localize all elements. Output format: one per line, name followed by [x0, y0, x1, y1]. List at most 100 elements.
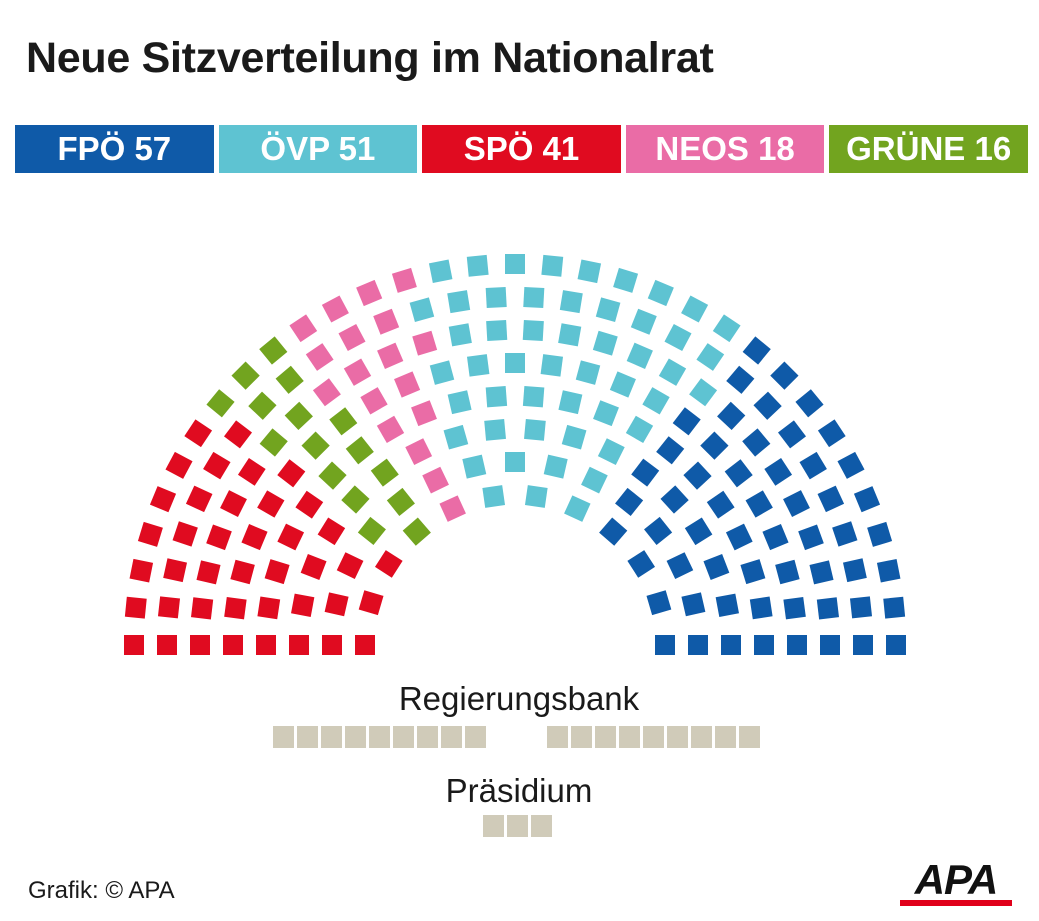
seat-spoe	[374, 550, 403, 578]
seat-fpoe	[787, 635, 807, 655]
seat-gruene	[231, 361, 260, 390]
seat-oevp	[689, 378, 718, 407]
seat-oevp	[522, 319, 544, 342]
seat-fpoe	[627, 550, 656, 578]
seat-oevp	[466, 254, 489, 277]
seat-oevp	[409, 297, 435, 323]
seat-fpoe	[615, 487, 644, 516]
seat-fpoe	[706, 490, 735, 519]
seat-spoe	[317, 517, 346, 546]
seat-fpoe	[753, 391, 782, 420]
seat-oevp	[712, 314, 741, 343]
regierungsbank-seat	[571, 726, 592, 748]
seat-fpoe	[646, 590, 672, 616]
seat-fpoe	[754, 635, 774, 655]
seat-spoe	[165, 451, 193, 479]
seat-fpoe	[666, 552, 694, 579]
seat-oevp	[524, 419, 546, 441]
seat-neos	[391, 267, 417, 293]
seat-fpoe	[764, 458, 793, 486]
seat-fpoe	[740, 559, 766, 585]
seat-oevp	[593, 400, 619, 427]
seat-fpoe	[817, 419, 846, 448]
seat-oevp	[696, 343, 725, 371]
seat-oevp	[485, 286, 507, 309]
seat-fpoe	[644, 516, 673, 545]
seat-spoe	[358, 590, 384, 616]
seat-oevp	[522, 385, 545, 408]
seat-oevp	[642, 387, 670, 415]
seat-oevp	[428, 259, 453, 284]
regierungsbank-seat	[667, 726, 688, 748]
seat-spoe	[322, 635, 342, 655]
legend-label-gruene: GRÜNE 16	[846, 130, 1012, 167]
regierungsbank-label: Regierungsbank	[398, 680, 640, 717]
seat-gruene	[386, 487, 415, 516]
seat-oevp	[609, 371, 636, 398]
legend-item-spoe: SPÖ 41	[422, 125, 621, 173]
seat-fpoe	[777, 420, 807, 449]
seat-spoe	[163, 558, 188, 583]
seat-fpoe	[683, 461, 712, 490]
praesidium-seat	[483, 815, 504, 837]
regierungsbank-seat	[619, 726, 640, 748]
seat-neos	[338, 323, 366, 352]
seat-spoe	[224, 596, 247, 620]
praesidium-seat	[507, 815, 528, 837]
seat-fpoe	[876, 558, 901, 583]
seat-spoe	[241, 524, 268, 551]
seat-oevp	[597, 438, 625, 466]
regierungsbank-seat	[345, 726, 366, 748]
seat-gruene	[206, 389, 235, 418]
seat-spoe	[149, 486, 177, 513]
seat-fpoe	[700, 431, 729, 460]
seat-fpoe	[749, 596, 773, 620]
praesidium-seat	[531, 815, 552, 837]
seat-fpoe	[681, 592, 706, 617]
seat-neos	[312, 378, 341, 407]
legend-item-gruene: GRÜNE 16	[829, 125, 1028, 173]
seat-spoe	[157, 635, 177, 655]
seat-fpoe	[724, 459, 753, 488]
praesidium-label: Präsidium	[445, 772, 593, 809]
seat-spoe	[129, 558, 154, 583]
seat-fpoe	[832, 521, 858, 547]
seat-spoe	[324, 592, 349, 617]
seat-spoe	[191, 597, 214, 620]
seat-oevp	[592, 330, 618, 356]
seat-fpoe	[688, 635, 708, 655]
regierungsbank-seat	[369, 726, 390, 748]
seat-fpoe	[817, 485, 845, 513]
regierungsbank-seat	[441, 726, 462, 748]
seat-fpoe	[745, 490, 773, 518]
seat-spoe	[291, 593, 315, 617]
regierungsbank-seat	[273, 726, 294, 748]
seat-neos	[373, 308, 400, 335]
seat-spoe	[184, 419, 213, 448]
seat-oevp	[448, 323, 472, 347]
regierungsbank-seat	[297, 726, 318, 748]
seat-gruene	[284, 401, 313, 431]
seat-spoe	[277, 459, 306, 488]
seat-oevp	[541, 254, 564, 277]
seat-gruene	[259, 336, 288, 365]
seat-fpoe	[770, 361, 799, 390]
seat-spoe	[230, 559, 255, 585]
apa-logo: APA	[900, 856, 1012, 906]
seat-oevp	[462, 454, 487, 479]
seat-oevp	[505, 254, 525, 274]
seat-neos	[376, 415, 405, 444]
seat-oevp	[575, 360, 601, 385]
seat-oevp	[447, 290, 471, 314]
legend-label-oevp: ÖVP 51	[260, 130, 376, 167]
seat-oevp	[647, 279, 674, 307]
legend-label-spoe: SPÖ 41	[463, 130, 580, 167]
seat-spoe	[223, 420, 253, 449]
seat-oevp	[625, 415, 654, 444]
seat-fpoe	[853, 486, 881, 513]
seat-neos	[394, 371, 421, 398]
seat-spoe	[124, 635, 144, 655]
seat-spoe	[237, 458, 266, 486]
seat-spoe	[185, 485, 213, 513]
